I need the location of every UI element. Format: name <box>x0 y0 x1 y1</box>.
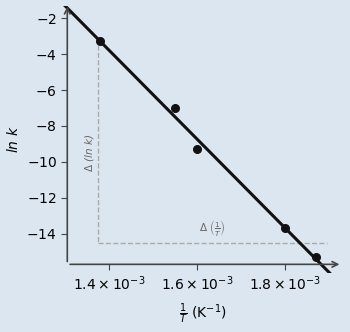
Point <box>313 255 319 260</box>
Text: $\Delta$ (ln $k$): $\Delta$ (ln $k$) <box>83 134 96 172</box>
Point <box>282 226 288 231</box>
Point <box>98 39 103 44</box>
Y-axis label: ln $k$: ln $k$ <box>6 126 21 153</box>
Text: $\Delta$ $\left(\frac{1}{T}\right)$: $\Delta$ $\left(\frac{1}{T}\right)$ <box>199 218 226 238</box>
X-axis label: $\frac{1}{T}$ (K$^{-1}$): $\frac{1}{T}$ (K$^{-1}$) <box>178 302 226 326</box>
Point <box>194 147 200 152</box>
Point <box>172 105 178 111</box>
